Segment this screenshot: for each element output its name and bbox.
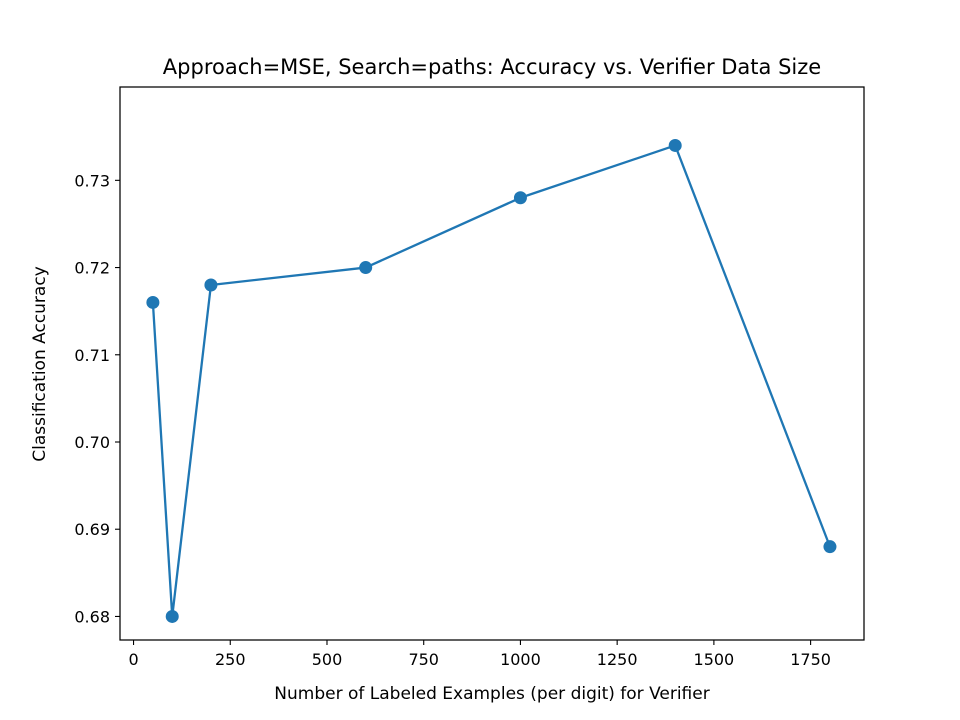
chart-title: Approach=MSE, Search=paths: Accuracy vs.… bbox=[163, 55, 821, 79]
y-tick-label: 0.70 bbox=[74, 433, 110, 452]
y-tick-label: 0.72 bbox=[74, 259, 110, 278]
x-tick-label: 500 bbox=[312, 650, 343, 669]
x-tick-label: 1000 bbox=[500, 650, 541, 669]
x-tick-label: 1750 bbox=[790, 650, 831, 669]
x-tick-label: 1250 bbox=[597, 650, 638, 669]
data-point bbox=[165, 609, 179, 623]
data-point bbox=[204, 278, 218, 292]
y-tick-label: 0.73 bbox=[74, 171, 110, 190]
series-layer bbox=[146, 138, 837, 623]
y-axis-ticks: 0.68 0.69 0.70 0.71 0.72 0.73 bbox=[74, 171, 120, 626]
data-point bbox=[823, 540, 837, 554]
x-tick-label: 0 bbox=[128, 650, 138, 669]
data-point bbox=[359, 261, 373, 275]
plot-frame bbox=[119, 86, 865, 641]
data-point bbox=[668, 138, 682, 152]
data-point bbox=[513, 191, 527, 205]
x-tick-label: 750 bbox=[408, 650, 439, 669]
x-axis-ticks: 0 250 500 750 1000 1250 1500 1750 bbox=[128, 640, 831, 669]
data-point bbox=[146, 295, 160, 309]
x-axis-label: Number of Labeled Examples (per digit) f… bbox=[274, 684, 709, 704]
y-tick-label: 0.69 bbox=[74, 520, 110, 539]
y-axis-label: Classification Accuracy bbox=[30, 266, 50, 462]
y-tick-label: 0.68 bbox=[74, 607, 110, 626]
y-tick-label: 0.71 bbox=[74, 346, 110, 365]
x-tick-label: 1500 bbox=[694, 650, 735, 669]
x-tick-label: 250 bbox=[215, 650, 246, 669]
